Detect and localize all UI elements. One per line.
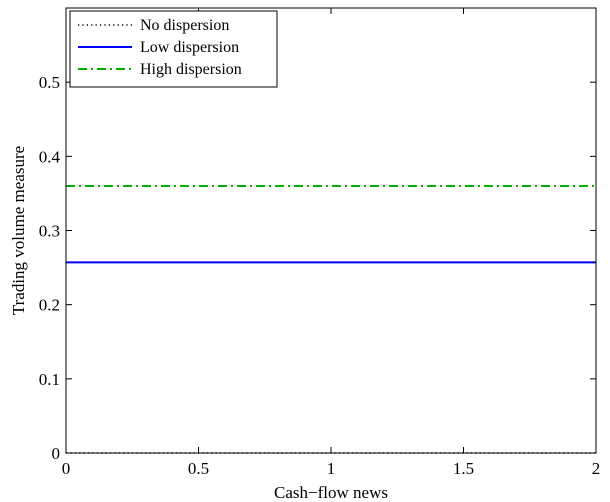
legend-label: Low dispersion	[140, 39, 239, 56]
x-tick-label: 1	[327, 459, 336, 478]
y-tick-label: 0.4	[39, 147, 61, 166]
y-tick-label: 0	[52, 444, 61, 463]
x-axis-label: Cash−flow news	[274, 483, 388, 502]
x-tick-label: 1.5	[453, 459, 474, 478]
ticks-layer: 0 0.5 1 1.5 2 0 0.1 0.2 0.3 0.4 0.5	[39, 8, 601, 478]
plot-frame	[65, 7, 597, 454]
x-tick-label: 0.5	[188, 459, 209, 478]
legend-box	[69, 10, 278, 88]
y-tick-label: 0.1	[39, 370, 60, 389]
legend-label: No dispersion	[140, 17, 229, 34]
y-tick-label: 0.5	[39, 73, 60, 92]
x-tick-label: 0	[62, 459, 71, 478]
legend: No dispersion Low dispersion High dispersi…	[69, 10, 278, 88]
x-tick-label: 2	[592, 459, 601, 478]
y-axis-label: Trading volume measure	[9, 146, 28, 315]
legend-label: High dispersion	[140, 61, 242, 78]
y-tick-label: 0.3	[39, 222, 60, 241]
y-tick-label: 0.2	[39, 296, 60, 315]
